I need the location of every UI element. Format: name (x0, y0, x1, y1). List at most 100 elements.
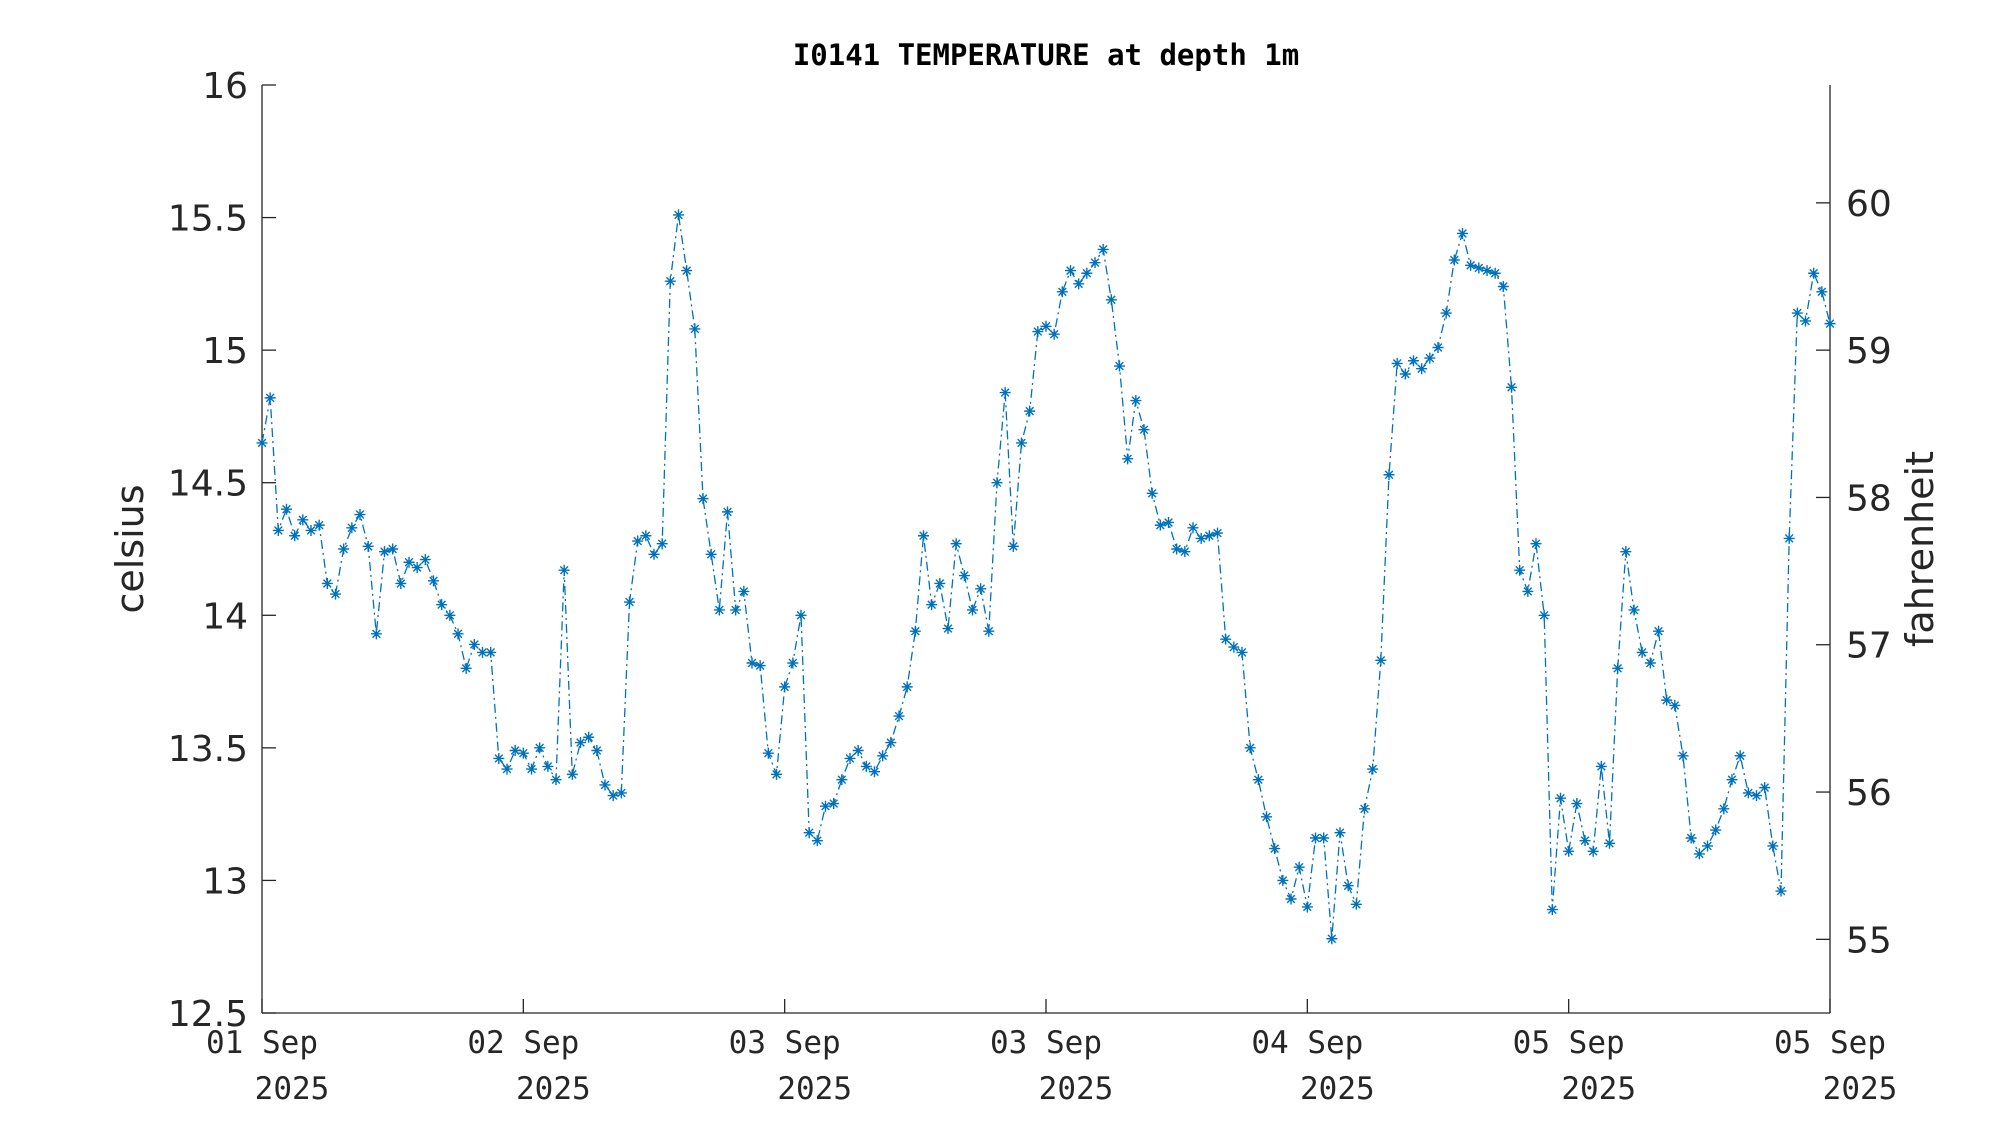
data-point-marker (705, 548, 717, 560)
data-point-marker (1244, 742, 1256, 754)
data-point-marker (370, 628, 382, 640)
data-point-marker (632, 535, 644, 547)
data-point-marker (1816, 286, 1828, 298)
data-point-marker (664, 275, 676, 287)
data-point-marker (1587, 845, 1599, 857)
data-point-marker (1171, 543, 1183, 555)
data-point-marker (779, 681, 791, 693)
data-point-marker (1228, 641, 1240, 653)
data-point-marker (697, 493, 709, 505)
data-point-marker (681, 265, 693, 277)
data-point-marker (1179, 546, 1191, 558)
y-axis-label: celsius (108, 484, 152, 613)
data-point-marker (909, 625, 921, 637)
data-point-marker (615, 787, 627, 799)
data-point-marker (1318, 832, 1330, 844)
data-point-marker (1481, 265, 1493, 277)
data-point-marker (689, 323, 701, 335)
data-point-marker (1122, 453, 1134, 465)
data-point-marker (436, 599, 448, 611)
x-tick-label-year: 2025 (777, 1071, 852, 1107)
data-point-marker (1702, 840, 1713, 852)
data-point-marker (1734, 750, 1746, 762)
data-point-marker (354, 509, 366, 521)
data-point-marker (460, 662, 472, 674)
data-point-marker (1391, 357, 1403, 369)
x-tick-label-year: 2025 (1823, 1071, 1898, 1107)
data-point-marker (1800, 315, 1811, 327)
data-point-marker (852, 745, 864, 757)
data-point-marker (599, 779, 611, 791)
data-point-marker (1032, 326, 1044, 338)
data-point-marker (1457, 227, 1468, 239)
x-tick-label-year: 2025 (516, 1071, 591, 1107)
x-tick-label-year: 2025 (255, 1071, 330, 1107)
data-point-marker (1530, 538, 1542, 550)
data-point-marker (1252, 774, 1264, 786)
y2-tick-label: 57 (1846, 626, 1892, 667)
y2-tick-label: 58 (1846, 478, 1892, 519)
x-tick-label-year: 2025 (1300, 1071, 1375, 1107)
data-point-marker (656, 538, 668, 550)
data-point-marker (1677, 750, 1689, 762)
data-point-marker (1522, 585, 1534, 597)
x-tick-label-date: 05 Sep (1513, 1025, 1625, 1061)
data-point-marker (550, 774, 562, 786)
data-point-marker (754, 660, 766, 672)
data-point-marker (1040, 320, 1052, 332)
data-point-marker (452, 628, 464, 640)
data-point-marker (844, 752, 856, 764)
data-point-marker (485, 646, 497, 658)
data-point-marker (640, 530, 652, 542)
data-point-marker (542, 760, 554, 772)
data-point-marker (1783, 532, 1795, 544)
x-tick-label-year: 2025 (1561, 1071, 1636, 1107)
y2-axis-label: fahrenheit (1898, 451, 1942, 647)
data-point-marker (1775, 885, 1787, 897)
data-point-marker (1163, 516, 1174, 528)
data-point-marker (256, 437, 268, 449)
data-point-marker (1187, 522, 1199, 534)
data-point-marker (338, 543, 350, 555)
data-point-marker (648, 548, 660, 560)
x-axis: 01 Sep 2025 02 Sep 2025 03 Sep 2025 03 Sep 2025… (206, 999, 1897, 1107)
data-point-marker (1824, 318, 1836, 330)
data-point-marker (811, 835, 823, 847)
data-point-marker (1644, 657, 1656, 669)
data-point-marker (1465, 259, 1477, 271)
x-tick-label-date: 01 Sep (206, 1025, 318, 1061)
data-point-marker (942, 623, 954, 635)
x-tick-label-date: 04 Sep (1251, 1025, 1363, 1061)
data-point-marker (1710, 824, 1722, 836)
data-point-marker (1301, 901, 1313, 913)
data-point-marker (975, 583, 987, 595)
data-point-marker (901, 681, 913, 693)
data-point-marker (673, 209, 684, 221)
data-point-marker (607, 790, 619, 802)
left-y-axis: 12.5 13 13.5 14 14.5 15 15.5 16 (168, 66, 276, 1035)
data-point-marker (738, 585, 750, 597)
data-point-marker (583, 731, 595, 743)
data-point-marker (1514, 564, 1526, 576)
data-point-marker (526, 763, 537, 775)
data-point-marker (1595, 760, 1607, 772)
data-point-marker (501, 763, 513, 775)
data-point-marker (1334, 827, 1346, 839)
x-tick-label-date: 05 Sep (1774, 1025, 1886, 1061)
data-point-marker (1506, 381, 1517, 393)
data-point-marker (1579, 835, 1591, 847)
data-point-marker (1350, 898, 1362, 910)
y2-tick-label: 56 (1846, 773, 1892, 814)
data-point-marker (534, 742, 546, 754)
data-point-marker (1375, 654, 1387, 666)
x-tick-label-date: 02 Sep (467, 1025, 579, 1061)
data-point-marker (517, 747, 529, 759)
data-point-marker (272, 524, 284, 536)
data-point-marker (379, 546, 390, 558)
data-point-marker (1342, 880, 1354, 892)
chart-title: I0141 TEMPERATURE at depth 1m (793, 38, 1299, 72)
data-point-marker (1073, 278, 1085, 290)
data-point-marker (1497, 281, 1509, 293)
data-point-marker (950, 538, 962, 550)
